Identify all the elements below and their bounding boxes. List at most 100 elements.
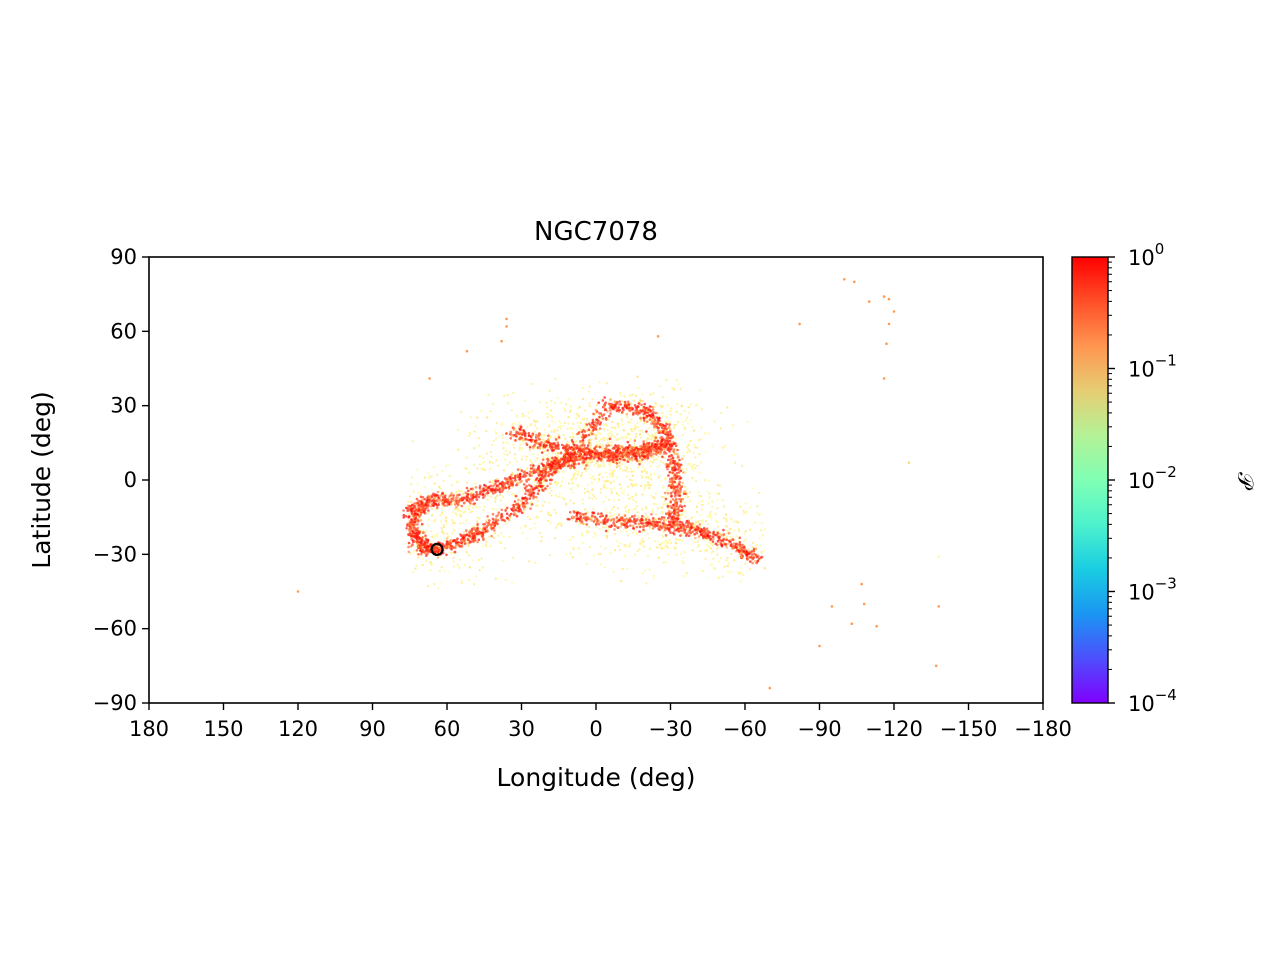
diffuse-point (527, 416, 531, 419)
stream-point-leading-loop (413, 510, 416, 513)
stream-point-trailing-arc (558, 460, 562, 464)
diffuse-point (686, 422, 690, 425)
diffuse-point (695, 404, 698, 407)
diffuse-point (640, 429, 643, 432)
stream-point-trailing-arc (673, 519, 676, 522)
diffuse-point (554, 494, 557, 497)
stream-point-leading-loop (411, 503, 414, 507)
stream-point-leading-loop (497, 486, 500, 489)
diffuse-point (534, 516, 538, 519)
diffuse-point (441, 470, 444, 473)
diffuse-point (464, 506, 467, 509)
diffuse-point (744, 530, 747, 533)
stream-point-leading-loop (613, 457, 616, 461)
stream-point-leading-loop (475, 494, 478, 497)
diffuse-point (714, 512, 717, 516)
stream-point-trailing-arc (648, 418, 652, 422)
stream-point-trailing-arc (525, 484, 528, 488)
diffuse-point (610, 444, 613, 447)
stream-point-leading-loop (422, 542, 426, 546)
diffuse-point (542, 438, 545, 441)
stream-point-leading-loop (519, 472, 522, 476)
diffuse-point (674, 437, 678, 440)
stream-point-leading-loop (437, 503, 440, 506)
diffuse-point (757, 491, 761, 494)
diffuse-point (436, 473, 439, 476)
stream-point-trailing-arc (640, 403, 643, 407)
stream-point-leading-loop (469, 492, 473, 496)
diffuse-point (646, 433, 650, 436)
diffuse-point (668, 539, 671, 542)
stream-point-leading-loop (623, 458, 626, 462)
stream-point-leading-loop (462, 497, 465, 500)
stream-point-trailing-arc (547, 474, 550, 478)
stream-point-trailing-arc (595, 418, 598, 421)
stream-point-leading-loop (407, 550, 411, 554)
diffuse-point (697, 520, 700, 523)
stream-point-leading-loop (450, 503, 453, 506)
diffuse-point (649, 393, 652, 396)
diffuse-point (439, 519, 442, 523)
stream-point-leading-loop (419, 546, 423, 549)
diffuse-point (726, 564, 730, 568)
diffuse-point (631, 508, 634, 511)
scatter-points (296, 278, 940, 690)
diffuse-point (759, 529, 763, 532)
diffuse-point (643, 470, 646, 473)
diffuse-point (487, 393, 490, 397)
diffuse-point (700, 495, 703, 498)
diffuse-point (629, 478, 632, 481)
diffuse-point (454, 512, 457, 515)
stream-point-trailing-arc (456, 537, 459, 540)
diffuse-point (478, 558, 481, 562)
stream-point-trailing-arc (592, 412, 595, 416)
diffuse-point (645, 459, 649, 462)
diffuse-point (548, 491, 551, 495)
diffuse-point (756, 512, 759, 515)
stream-point-trailing-arc (519, 509, 523, 512)
stream-point-trailing-arc (667, 484, 671, 488)
stream-point-trailing-arc (680, 508, 684, 512)
diffuse-point (627, 485, 630, 488)
diffuse-point (482, 460, 486, 463)
stream-point-leading-loop (500, 490, 504, 493)
diffuse-point (626, 534, 630, 537)
stream-point-leading-loop (416, 523, 419, 526)
diffuse-point (502, 535, 505, 538)
stream-point-trailing-arc (679, 498, 683, 502)
diffuse-point (613, 512, 616, 516)
diffuse-point (582, 463, 585, 466)
diffuse-point (640, 484, 643, 488)
diffuse-point (700, 408, 704, 411)
diffuse-point (620, 420, 623, 423)
diffuse-point (652, 577, 655, 580)
diffuse-point (736, 501, 739, 504)
diffuse-point (688, 406, 691, 409)
diffuse-point (612, 570, 615, 574)
diffuse-point (665, 539, 668, 542)
stream-point-trailing-arc (447, 545, 451, 548)
diffuse-point (495, 421, 498, 425)
diffuse-point (744, 562, 747, 565)
stream-point-trailing-arc (552, 461, 555, 465)
diffuse-point (621, 567, 624, 571)
diffuse-point (583, 491, 586, 495)
diffuse-point (626, 416, 629, 419)
diffuse-point (713, 420, 716, 423)
diffuse-point (611, 420, 614, 423)
diffuse-point (430, 507, 433, 510)
diffuse-point (509, 516, 512, 519)
stream-point-trailing-arc (674, 513, 678, 517)
stream-point-trailing-arc (661, 455, 664, 459)
diffuse-point (597, 443, 600, 446)
stream-point-leading-loop (452, 494, 455, 497)
diffuse-point (624, 465, 627, 468)
diffuse-point (727, 570, 730, 573)
diffuse-point (691, 465, 694, 468)
diffuse-point (485, 430, 488, 433)
diffuse-point (632, 470, 635, 473)
stream-point-leading-loop (419, 495, 423, 499)
stream-point-trailing-arc (510, 512, 513, 516)
stream-point-trailing-arc (668, 423, 671, 426)
diffuse-point (483, 505, 486, 508)
